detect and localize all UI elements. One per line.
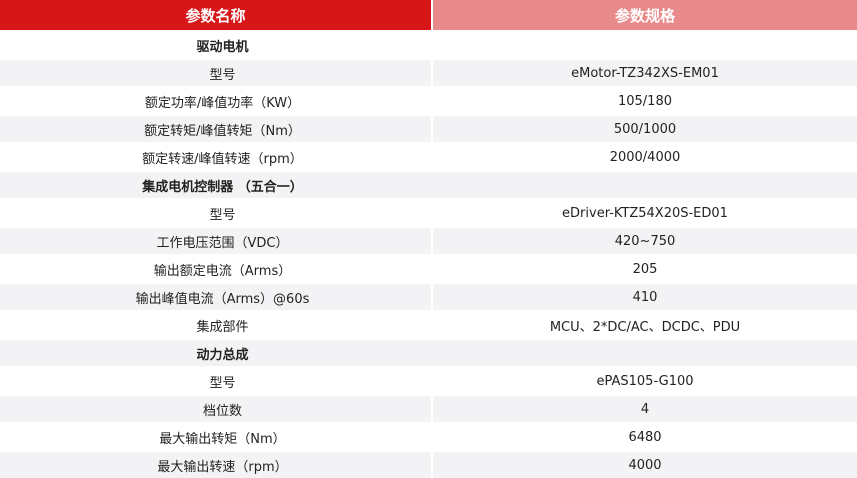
section-row: 驱动电机 xyxy=(0,32,857,58)
table-row: 工作电压范围（VDC） 420~750 xyxy=(0,228,857,254)
section-row: 集成电机控制器 （五合一） xyxy=(0,172,857,198)
param-name: 档位数 xyxy=(0,396,431,422)
param-name: 型号 xyxy=(209,375,236,391)
param-value xyxy=(431,172,857,198)
table-row: 集成部件 MCU、2*DC/AC、DCDC、PDU xyxy=(0,312,857,338)
table-row: 额定功率/峰值功率（KW） 105/180 xyxy=(0,88,857,114)
param-name: 最大输出转速（rpm） xyxy=(0,452,431,478)
param-value: 4000 xyxy=(433,452,857,478)
table-row: 输出峰值电流（Arms）@60s 410 xyxy=(0,284,857,310)
param-value: eDriver-KTZ54X20S-ED01 xyxy=(562,205,728,221)
section-title: 驱动电机 xyxy=(196,39,249,55)
section-title: 集成电机控制器 （五合一） xyxy=(0,172,431,198)
header-param-spec: 参数规格 xyxy=(433,0,857,30)
section-title: 动力总成 xyxy=(0,340,431,366)
table-row: 型号 eMotor-TZ342XS-EM01 xyxy=(0,60,857,86)
header-param-name: 参数名称 xyxy=(0,0,431,30)
param-value xyxy=(431,32,857,58)
param-name: 最大输出转矩（Nm） xyxy=(159,431,286,447)
param-value: ePAS105-G100 xyxy=(596,373,694,389)
param-name: 输出峰值电流（Arms）@60s xyxy=(0,284,431,310)
param-name: 集成部件 xyxy=(196,319,249,335)
param-name: 额定功率/峰值功率（KW） xyxy=(144,95,301,111)
param-value: 6480 xyxy=(628,429,662,445)
param-value: eMotor-TZ342XS-EM01 xyxy=(433,60,857,86)
param-name: 型号 xyxy=(209,207,236,223)
table-row: 额定转矩/峰值转矩（Nm） 500/1000 xyxy=(0,116,857,142)
param-name: 额定转矩/峰值转矩（Nm） xyxy=(0,116,431,142)
param-name: 工作电压范围（VDC） xyxy=(0,228,431,254)
param-value: 2000/4000 xyxy=(609,149,681,165)
param-value: 420~750 xyxy=(433,228,857,254)
param-value: 500/1000 xyxy=(433,116,857,142)
table-row: 最大输出转矩（Nm） 6480 xyxy=(0,424,857,450)
table-header: 参数名称 参数规格 xyxy=(0,0,857,30)
param-name: 输出额定电流（Arms） xyxy=(153,263,292,279)
param-value: 205 xyxy=(632,261,658,277)
table-row: 档位数 4 xyxy=(0,396,857,422)
param-value: 410 xyxy=(433,284,857,310)
table-row: 最大输出转速（rpm） 4000 xyxy=(0,452,857,478)
table-row: 型号 ePAS105-G100 xyxy=(0,368,857,394)
table-row: 输出额定电流（Arms） 205 xyxy=(0,256,857,282)
param-value: 105/180 xyxy=(617,93,672,109)
table-body: 驱动电机 型号 eMotor-TZ342XS-EM01 额定功率/峰值功率（KW） 10… xyxy=(0,32,857,478)
table-row: 型号 eDriver-KTZ54X20S-ED01 xyxy=(0,200,857,226)
param-value: 4 xyxy=(433,396,857,422)
param-name: 型号 xyxy=(0,60,431,86)
param-value: MCU、2*DC/AC、DCDC、PDU xyxy=(549,319,741,335)
table-row: 额定转速/峰值转速（rpm） 2000/4000 xyxy=(0,144,857,170)
param-value xyxy=(431,340,857,366)
section-row: 动力总成 xyxy=(0,340,857,366)
param-name: 额定转速/峰值转速（rpm） xyxy=(142,151,303,167)
